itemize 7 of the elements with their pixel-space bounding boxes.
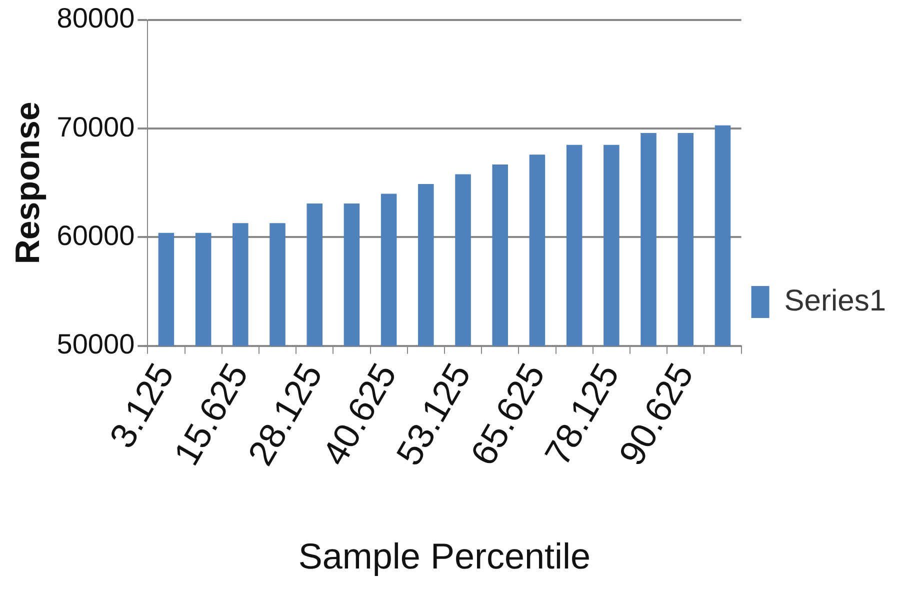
legend-label: Series1: [784, 284, 886, 318]
y-tick-label: 60000: [56, 220, 135, 251]
y-axis-title: Response: [8, 102, 47, 264]
y-tick-label: 50000: [56, 328, 135, 360]
y-tick-label: 80000: [56, 2, 135, 34]
x-axis-title: Sample Percentile: [298, 535, 591, 576]
y-tick-label: 70000: [56, 111, 135, 142]
